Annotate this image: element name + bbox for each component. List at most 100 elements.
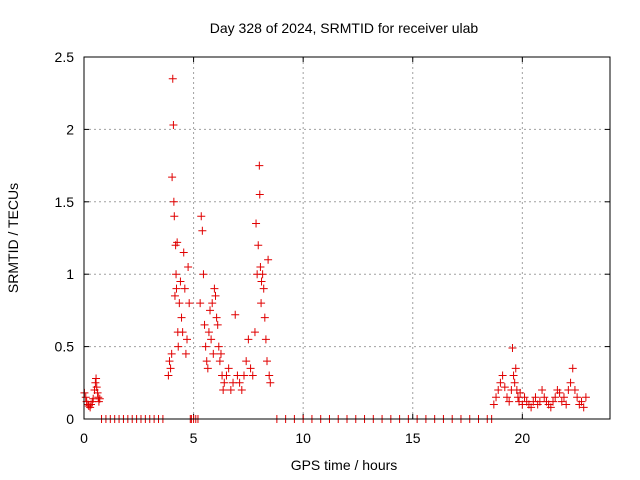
data-point <box>573 393 582 402</box>
data-point <box>214 342 223 351</box>
x-tick-label: 0 <box>80 430 88 446</box>
data-point <box>170 291 179 300</box>
data-point <box>577 397 586 406</box>
data-point <box>254 241 263 250</box>
data-point <box>174 342 183 351</box>
data-point <box>224 364 233 373</box>
data-point <box>531 393 540 402</box>
data-point <box>242 357 251 366</box>
x-tick-label: 20 <box>515 430 531 446</box>
data-point <box>219 386 228 395</box>
y-tick-label: 1.5 <box>55 194 75 210</box>
data-point <box>527 403 536 412</box>
data-point <box>494 386 503 395</box>
data-point <box>84 401 93 410</box>
data-point <box>257 299 266 308</box>
data-point <box>505 397 514 406</box>
data-point <box>568 364 577 373</box>
data-point <box>199 270 208 279</box>
data-point <box>215 357 224 366</box>
data-point <box>207 335 216 344</box>
data-point <box>559 393 568 402</box>
data-point <box>551 393 560 402</box>
data-point <box>165 357 174 366</box>
data-point <box>265 371 274 380</box>
data-point <box>237 386 246 395</box>
y-tick-label: 0 <box>66 411 74 427</box>
data-point <box>167 349 176 358</box>
gridlines <box>84 57 610 419</box>
data-point <box>172 284 181 293</box>
data-point <box>201 342 210 351</box>
data-point <box>264 255 273 264</box>
plot-frame <box>83 56 611 420</box>
data-point <box>212 313 221 322</box>
data-point <box>549 397 558 406</box>
data-point <box>261 335 270 344</box>
data-point <box>244 335 253 344</box>
chart-title: Day 328 of 2024, SRMTID for receiver ula… <box>210 20 479 36</box>
data-point <box>172 270 181 279</box>
data-point <box>259 284 268 293</box>
data-point <box>81 393 90 402</box>
data-point <box>209 349 218 358</box>
data-point <box>181 349 190 358</box>
data-point <box>169 121 178 130</box>
data-point <box>492 393 501 402</box>
data-point <box>256 262 265 271</box>
data-point <box>176 277 185 286</box>
data-point <box>498 371 507 380</box>
data-point <box>516 388 525 397</box>
data-point <box>208 299 217 308</box>
data-point <box>226 386 235 395</box>
data-point <box>166 364 175 373</box>
data-point <box>581 393 590 402</box>
data-point <box>579 403 588 412</box>
data-point <box>562 400 571 409</box>
y-tick-label: 0.5 <box>55 339 75 355</box>
data-point <box>185 299 194 308</box>
data-point <box>198 226 207 235</box>
data-points <box>80 74 590 423</box>
data-point <box>263 357 272 366</box>
data-point <box>197 212 206 221</box>
data-point <box>202 357 211 366</box>
data-point <box>496 378 505 387</box>
data-point <box>170 212 179 221</box>
data-point <box>203 364 212 373</box>
data-point <box>93 388 102 397</box>
data-point <box>235 378 244 387</box>
data-point <box>255 161 264 170</box>
data-point <box>175 299 184 308</box>
data-point <box>92 383 101 392</box>
data-point <box>520 393 529 402</box>
data-point <box>557 397 566 406</box>
data-point <box>178 328 187 337</box>
data-point <box>94 393 103 402</box>
data-point <box>179 248 188 257</box>
data-point <box>184 262 193 271</box>
data-point <box>538 386 547 395</box>
data-point <box>266 378 275 387</box>
data-point <box>211 291 220 300</box>
data-point <box>500 383 509 392</box>
data-point <box>180 284 189 293</box>
data-point <box>508 344 517 353</box>
data-point <box>252 219 261 228</box>
data-point <box>555 388 564 397</box>
y-tick-label: 2 <box>66 121 74 137</box>
data-point <box>173 238 182 247</box>
data-point <box>95 394 104 403</box>
y-axis-label: SRMTID / TECUs <box>5 183 21 293</box>
data-point <box>260 313 269 322</box>
data-point <box>164 371 173 380</box>
data-point <box>169 197 178 206</box>
tick-labels: 0 5 10 15 20 0 0.5 1 1.5 2 2.5 <box>55 49 610 446</box>
data-point <box>168 74 177 83</box>
data-point <box>540 393 549 402</box>
data-point <box>509 371 518 380</box>
data-point <box>92 374 101 383</box>
data-point <box>204 328 213 337</box>
data-point <box>231 310 240 319</box>
